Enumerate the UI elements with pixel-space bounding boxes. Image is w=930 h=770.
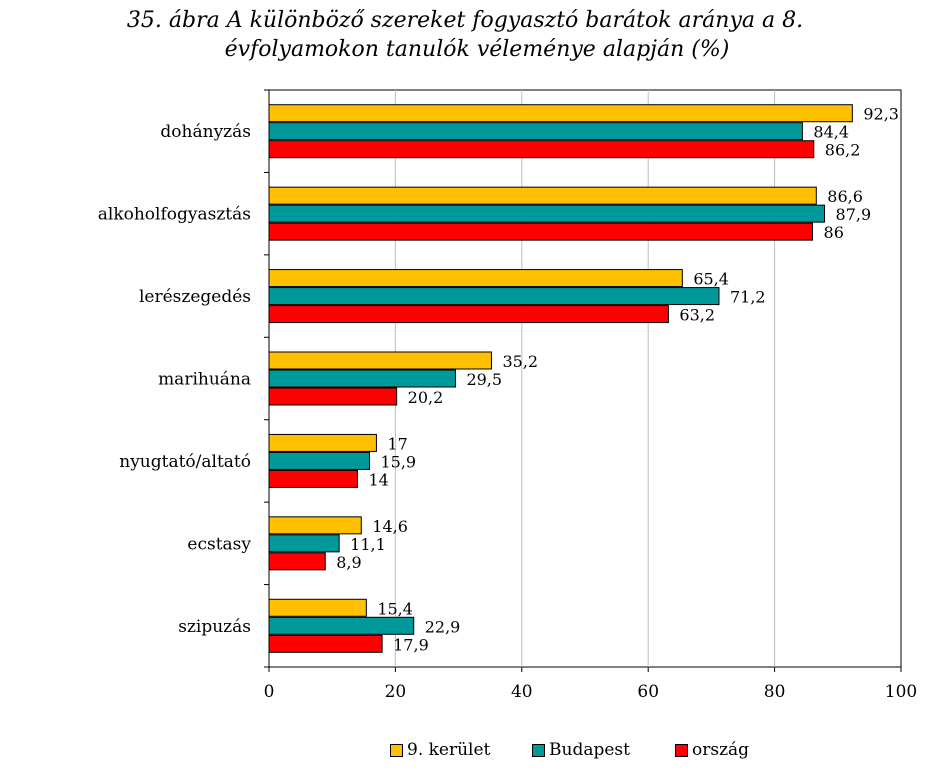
x-tick-label: 80 xyxy=(764,682,786,702)
legend-label: ország xyxy=(692,740,750,760)
legend-swatch xyxy=(675,743,688,757)
legend-item: Budapest xyxy=(532,740,630,760)
data-label: 29,5 xyxy=(466,370,502,389)
x-tick-label: 40 xyxy=(511,682,533,702)
data-label: 63,2 xyxy=(679,306,715,325)
category-label: ecstasy xyxy=(187,534,251,554)
bar xyxy=(268,351,492,370)
data-label: 86,2 xyxy=(825,141,861,160)
legend-item: ország xyxy=(675,740,749,760)
bar xyxy=(268,469,358,488)
data-label: 86,6 xyxy=(827,187,863,206)
bar xyxy=(268,451,370,470)
data-label: 20,2 xyxy=(408,388,444,407)
legend-label: 9. kerület xyxy=(407,740,491,760)
bar xyxy=(268,222,814,241)
bar xyxy=(268,387,398,406)
data-label: 8,9 xyxy=(336,553,361,572)
data-label: 15,4 xyxy=(377,599,413,618)
bar xyxy=(268,104,853,123)
chart-title-line1: 35. ábra A különböző szereket fogyasztó … xyxy=(126,8,804,33)
bar xyxy=(268,534,340,553)
legend-swatch xyxy=(390,743,403,757)
data-label: 15,9 xyxy=(380,452,416,471)
category-label: marihuána xyxy=(158,370,251,390)
data-label: 92,3 xyxy=(863,105,899,124)
bar xyxy=(268,204,826,223)
bar xyxy=(268,305,669,324)
data-label: 17 xyxy=(387,434,407,453)
bar xyxy=(268,122,803,141)
bar xyxy=(268,186,817,205)
x-tick-label: 100 xyxy=(885,682,917,702)
x-tick-label: 20 xyxy=(385,682,407,702)
data-label: 86 xyxy=(824,223,844,242)
data-label: 71,2 xyxy=(730,288,766,307)
data-label: 84,4 xyxy=(813,123,849,142)
legend-swatch xyxy=(532,743,545,757)
category-label: alkoholfogyasztás xyxy=(98,205,251,225)
x-tick-label: 0 xyxy=(264,682,275,702)
data-label: 87,9 xyxy=(836,205,872,224)
category-label: szipuzás xyxy=(178,617,251,637)
x-tick-label: 60 xyxy=(637,682,659,702)
category-label: dohányzás xyxy=(160,122,251,142)
legend-item: 9. kerület xyxy=(390,740,490,760)
chart-title: 35. ábra A különböző szereket fogyasztó … xyxy=(0,6,930,64)
bar xyxy=(268,616,415,635)
data-label: 22,9 xyxy=(425,617,461,636)
data-label: 65,4 xyxy=(693,270,729,289)
bar xyxy=(268,634,383,653)
data-label: 14,6 xyxy=(372,517,408,536)
data-label: 11,1 xyxy=(350,535,386,554)
data-label: 35,2 xyxy=(502,352,538,371)
bar xyxy=(268,287,720,306)
bar xyxy=(268,369,456,388)
chart-title-line2: évfolyamokon tanulók véleménye alapján (… xyxy=(224,37,730,62)
data-label: 14 xyxy=(368,470,388,489)
bar xyxy=(268,598,367,617)
category-label: nyugtató/altató xyxy=(119,452,251,472)
category-label: lerészegedés xyxy=(139,287,251,307)
bar xyxy=(268,516,362,535)
data-label: 17,9 xyxy=(393,635,429,654)
bar xyxy=(268,433,377,452)
bar xyxy=(268,269,683,288)
legend-label: Budapest xyxy=(549,740,630,760)
chart-legend: 9. kerület Budapest ország xyxy=(0,740,930,762)
bar xyxy=(268,552,326,571)
bar xyxy=(268,140,815,159)
